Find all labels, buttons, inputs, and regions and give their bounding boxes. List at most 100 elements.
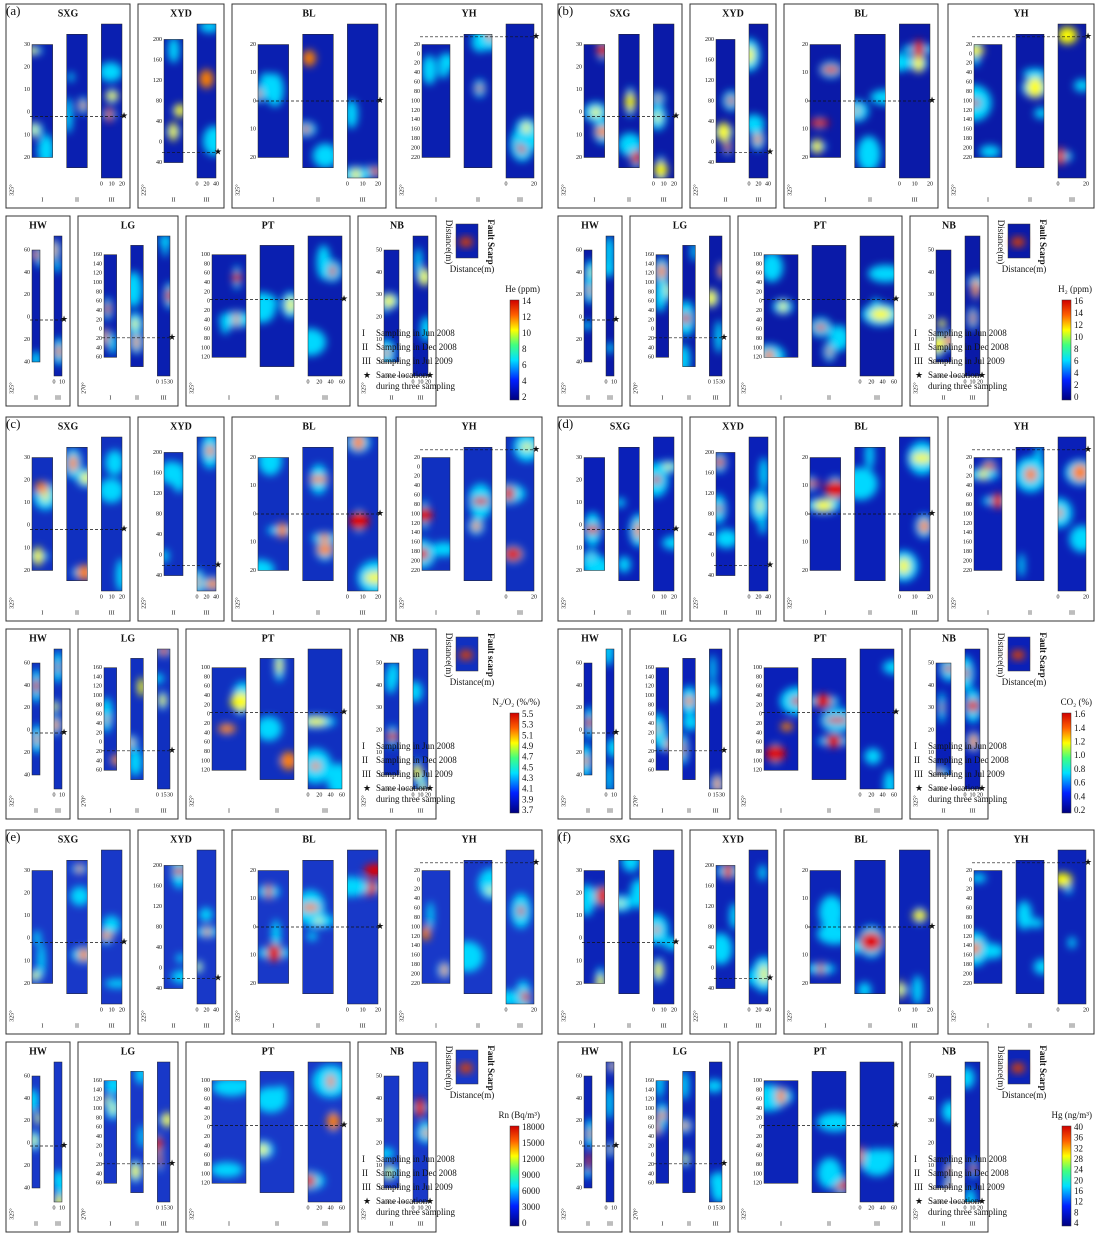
star: ★ <box>928 921 936 931</box>
period-label: III <box>161 1221 167 1227</box>
x-tick-label: 0 <box>708 379 711 385</box>
heatmap-blob <box>709 655 715 684</box>
legend-item: Sampling in Jul 2009 <box>376 769 453 779</box>
heatmap-core <box>518 905 524 917</box>
heatmap-core <box>316 917 321 924</box>
orientation: 270° <box>80 382 87 394</box>
period-label: II <box>476 610 480 616</box>
y-tick-label: 10 <box>576 545 582 551</box>
period-label: I <box>987 610 989 616</box>
y-tick-label: 80 <box>648 702 654 708</box>
heatmap-core <box>631 150 641 164</box>
heatmap <box>506 24 550 178</box>
heatmap-core <box>681 741 685 758</box>
fault-scarp: Fault Scarp <box>1038 1045 1048 1090</box>
colorbar <box>1062 1126 1071 1226</box>
x-tick-label: 0 <box>605 379 608 385</box>
period-label: II <box>868 197 872 203</box>
period-label: II <box>627 1023 631 1029</box>
period-label: II <box>942 395 946 401</box>
y-tick-label: 40 <box>204 1106 210 1112</box>
period-label: II <box>135 1221 139 1227</box>
y-tick-label: 10 <box>802 896 808 902</box>
heatmap-blob <box>408 681 423 702</box>
y-tick-label: 60 <box>756 740 762 746</box>
scarp-blob <box>1011 237 1025 247</box>
heatmap-core <box>204 927 210 937</box>
colorbar-tick: 20 <box>1074 1175 1084 1185</box>
period-label: I <box>593 1023 595 1029</box>
heatmap-blob <box>730 903 740 929</box>
heatmap-core <box>33 249 40 261</box>
y-tick-label: 20 <box>966 474 972 480</box>
heatmap-core <box>68 455 77 472</box>
heatmap <box>256 649 299 779</box>
y-tick-label: 20 <box>414 868 420 874</box>
period-label: II <box>724 197 728 203</box>
heatmap-core <box>111 1103 116 1114</box>
x-tick-label: 30 <box>719 379 725 385</box>
heatmap-blob <box>602 257 615 277</box>
y-tick-label: 50 <box>376 247 382 253</box>
distance-horizontal: Distance(m) <box>450 264 494 274</box>
star: ★ <box>60 727 68 737</box>
y-tick-label: 80 <box>156 98 162 104</box>
y-tick-label: 40 <box>576 359 582 365</box>
heatmap-core <box>655 94 660 102</box>
heatmap-blob <box>199 908 213 922</box>
y-tick-label: 60 <box>204 1097 210 1103</box>
site-name: SXG <box>610 834 631 845</box>
legend-numeral: I <box>914 741 917 751</box>
heatmap-base <box>157 649 170 789</box>
heatmap <box>464 447 493 580</box>
y-tick-label: 60 <box>414 493 420 499</box>
x-tick-label: 10 <box>109 181 115 187</box>
x-tick-label: 40 <box>765 181 771 187</box>
x-tick-label: 0 <box>53 1205 56 1211</box>
y-tick-label: 10 <box>24 913 30 919</box>
y-tick-label: 40 <box>648 1171 654 1177</box>
heatmap-core <box>913 910 927 921</box>
y-tick-label: 40 <box>376 270 382 276</box>
y-tick-label: 40 <box>708 945 714 951</box>
orientation: 325° <box>740 795 747 807</box>
heatmap <box>844 441 886 581</box>
heatmap-core <box>911 453 932 463</box>
y-tick-label: 180 <box>411 962 420 968</box>
colorbar-tick: 2 <box>522 392 527 402</box>
heatmap-core <box>657 1112 668 1119</box>
heatmap-blob <box>171 970 191 983</box>
y-tick-label: 120 <box>645 684 654 690</box>
x-tick-label: 40 <box>213 1007 219 1013</box>
star: ★ <box>892 294 900 304</box>
y-tick-label: 0 <box>969 51 972 57</box>
x-tick-label: 0 <box>708 792 711 798</box>
heatmap-blob <box>439 65 449 78</box>
x-tick-label: 60 <box>339 792 345 798</box>
period-label: III <box>109 197 115 203</box>
period-label: II <box>275 395 279 401</box>
site-name: YH <box>462 834 477 845</box>
y-tick-label: 60 <box>648 355 654 361</box>
y-tick-label: 20 <box>576 292 582 298</box>
heatmap <box>677 241 698 374</box>
panel-label: (c) <box>6 416 20 431</box>
orientation: 225° <box>140 597 147 609</box>
scarp-blob <box>459 237 473 247</box>
y-tick-label: 80 <box>414 502 420 508</box>
heatmap-base <box>157 1062 170 1202</box>
heatmap-blob <box>199 20 219 32</box>
heatmap-core <box>714 775 720 793</box>
heatmap-blob <box>605 1087 613 1120</box>
x-tick-label: 10 <box>360 181 366 187</box>
star: ★ <box>214 559 222 569</box>
panel: SXGI30201001020IIIII01020★325°XYDII20016… <box>558 3 1094 406</box>
period-label: III <box>517 197 523 203</box>
y-tick-label: 40 <box>756 693 762 699</box>
period-label: I <box>824 610 826 616</box>
y-tick-label: 40 <box>156 160 162 166</box>
period-label: III <box>204 610 210 616</box>
heatmap-blob <box>655 1066 664 1098</box>
heatmap-blob <box>427 902 434 930</box>
y-tick-label: 40 <box>708 119 714 125</box>
